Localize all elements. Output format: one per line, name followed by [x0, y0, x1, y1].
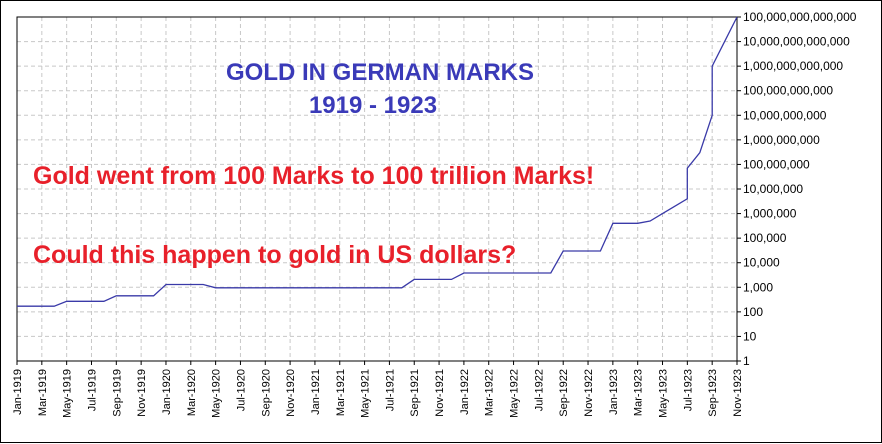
x-tick-label: Jul-1922	[533, 369, 545, 411]
y-tick-label: 1,000	[743, 280, 773, 294]
x-tick-label: Sep-1921	[409, 369, 421, 417]
x-tick-label: Jan-1921	[310, 369, 322, 415]
y-tick-label: 1,000,000,000,000	[743, 59, 843, 73]
y-tick-label: 10,000,000,000,000	[743, 35, 850, 49]
chart-title: GOLD IN GERMAN MARKS	[226, 59, 534, 86]
x-tick-label: Mar-1919	[37, 369, 49, 416]
y-tick-label: 100,000	[743, 231, 787, 245]
y-tick-label: 1,000,000,000	[743, 133, 820, 147]
series-line-gold-price	[17, 16, 738, 307]
y-tick-label: 1	[743, 354, 750, 368]
annotation-question: Could this happen to gold in US dollars?	[33, 241, 516, 269]
x-tick-label: Nov-1919	[136, 369, 148, 417]
x-tick-label: Sep-1923	[707, 369, 719, 417]
x-tick-label: Mar-1923	[633, 369, 645, 416]
x-tick-label: Jul-1919	[86, 369, 98, 411]
x-tick-label: Mar-1922	[484, 369, 496, 416]
x-tick-label: Jan-1922	[459, 369, 471, 415]
y-tick-label: 100,000,000	[743, 157, 810, 171]
y-tick-label: 10	[743, 329, 757, 343]
y-tick-label: 100,000,000,000	[743, 84, 833, 98]
x-tick-label: Sep-1922	[558, 369, 570, 417]
x-tick-label: Nov-1921	[434, 369, 446, 417]
x-tick-label: May-1922	[509, 369, 521, 418]
y-tick-label: 10,000,000,000	[743, 108, 827, 122]
y-axis-ticks: 1 10 100 1,000 10,000 100,000 1,000,000 10,000,…	[737, 10, 857, 368]
x-tick-label: Jul-1921	[384, 369, 396, 411]
x-tick-label: Sep-1919	[111, 369, 123, 417]
x-axis-ticks: Jan-1919 Mar-1919 May-1919 Jul-1919 Sep-1919…	[12, 361, 744, 418]
x-tick-label: Jul-1920	[235, 369, 247, 411]
annotation-gold-increase: Gold went from 100 Marks to 100 trillion…	[33, 162, 594, 190]
x-tick-label: Mar-1920	[186, 369, 198, 416]
x-tick-label: Nov-1923	[732, 369, 744, 417]
x-tick-label: Mar-1921	[335, 369, 347, 416]
x-tick-label: Nov-1922	[583, 369, 595, 417]
x-tick-label: Jan-1919	[12, 369, 24, 415]
x-tick-label: May-1919	[62, 369, 74, 418]
x-tick-label: May-1920	[211, 369, 223, 418]
y-tick-label: 100	[743, 305, 763, 319]
x-tick-label: May-1921	[360, 369, 372, 418]
y-tick-label: 10,000,000	[743, 182, 803, 196]
series-layer	[17, 16, 738, 307]
x-tick-label: May-1923	[658, 369, 670, 418]
y-tick-label: 10,000	[743, 256, 780, 270]
y-tick-label: 1,000,000	[743, 207, 797, 221]
x-tick-label: Jan-1920	[161, 369, 173, 415]
x-tick-label: Nov-1920	[285, 369, 297, 417]
x-tick-label: Jul-1923	[682, 369, 694, 411]
chart-subtitle: 1919 - 1923	[309, 92, 437, 119]
y-tick-label: 100,000,000,000,000	[743, 10, 857, 24]
x-tick-label: Jan-1923	[608, 369, 620, 415]
x-tick-label: Sep-1920	[260, 369, 272, 417]
